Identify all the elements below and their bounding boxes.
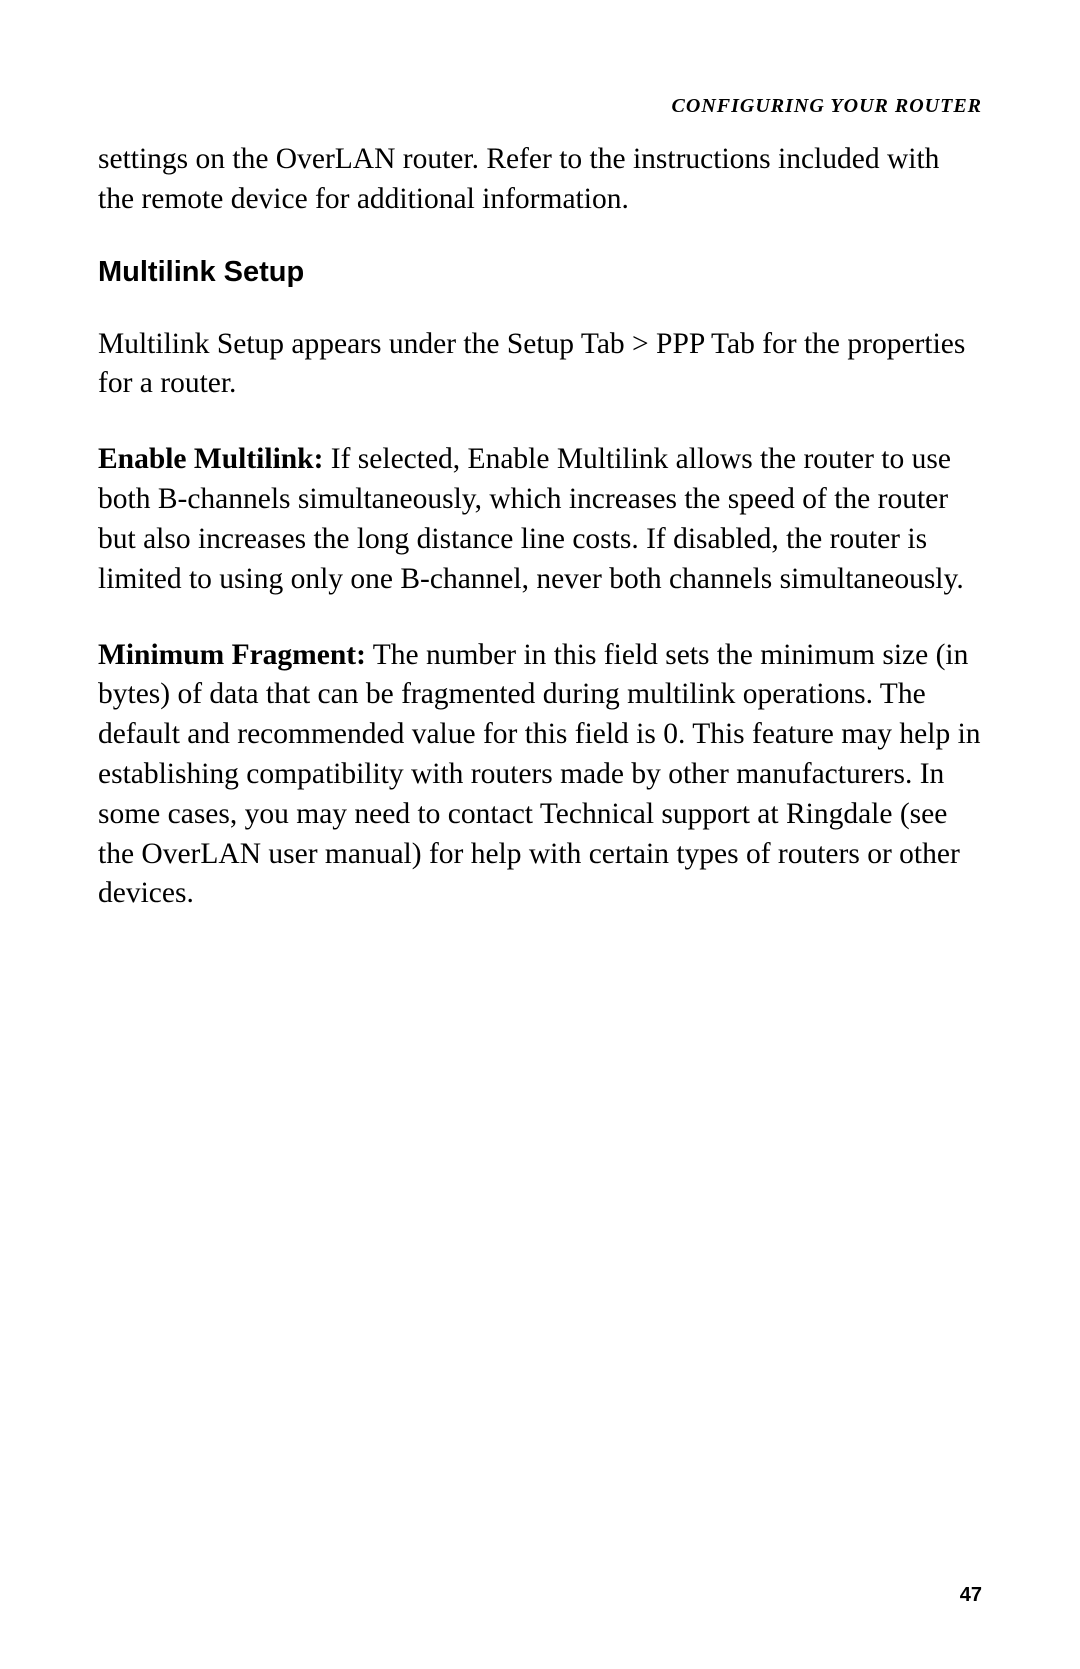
minimum-fragment-text: The number in this field sets the minimu… — [98, 639, 981, 910]
minimum-fragment-label: Minimum Fragment: — [98, 639, 366, 671]
paragraph-1: Multilink Setup appears under the Setup … — [98, 325, 982, 405]
document-page: CONFIGURING YOUR ROUTER settings on the … — [0, 0, 1080, 1669]
section-heading: Multilink Setup — [98, 256, 982, 289]
enable-multilink-label: Enable Multilink: — [98, 443, 323, 475]
paragraph-minimum-fragment: Minimum Fragment: The number in this fie… — [98, 636, 982, 915]
paragraph-enable-multilink: Enable Multilink: If selected, Enable Mu… — [98, 440, 982, 599]
page-number: 47 — [960, 1584, 982, 1607]
page-header: CONFIGURING YOUR ROUTER — [98, 95, 982, 118]
intro-paragraph: settings on the OverLAN router. Refer to… — [98, 140, 982, 220]
